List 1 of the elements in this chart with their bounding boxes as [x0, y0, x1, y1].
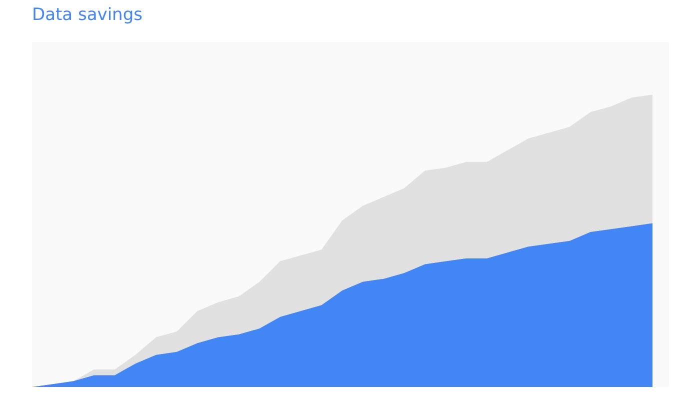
chart-title: Data savings — [32, 5, 143, 25]
